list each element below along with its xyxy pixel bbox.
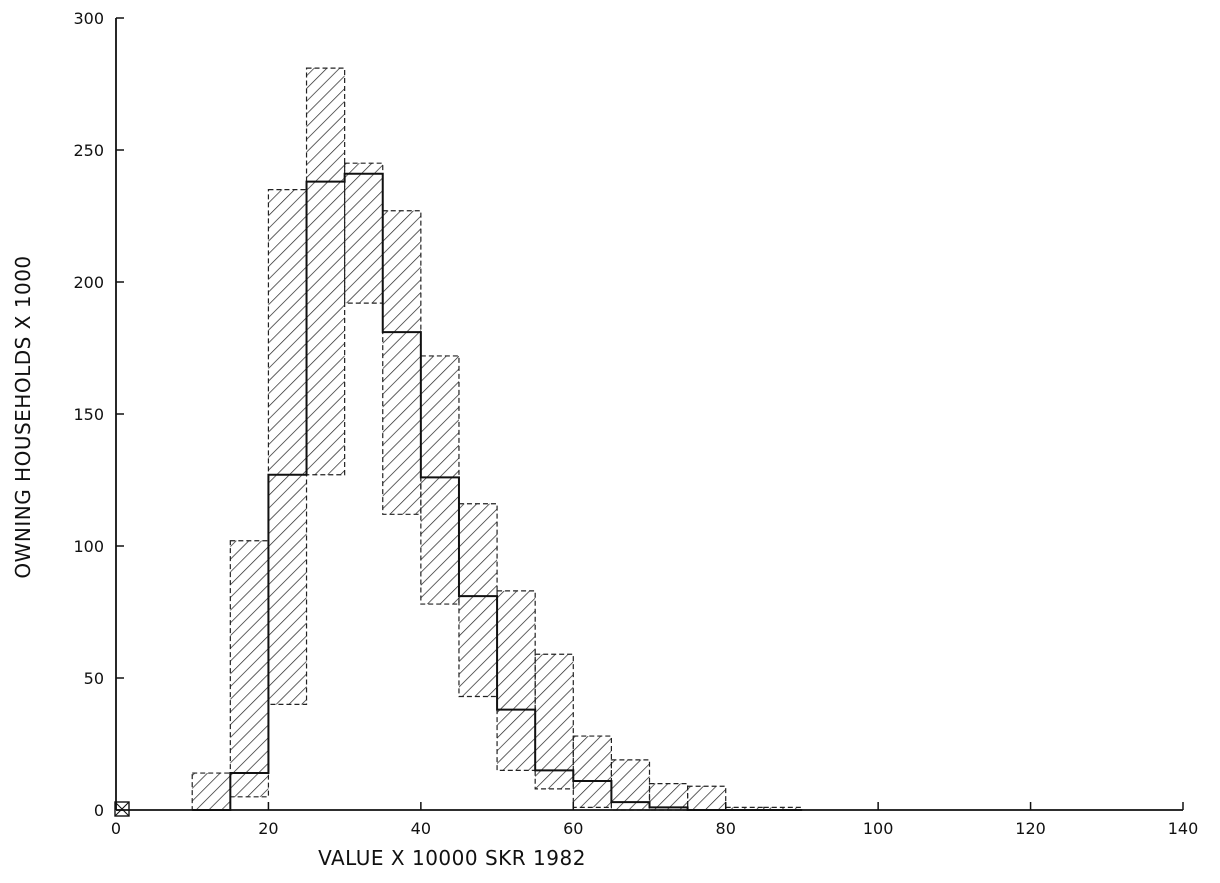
band-rect-4 [344,162,384,304]
band-rect-10 [572,735,612,808]
estimate-step-line [192,172,802,811]
estimate-step-path [192,172,802,811]
axes [115,17,1184,811]
y-tick-label-250: 250 [73,141,104,160]
band-rect-8 [496,590,536,772]
x-tick-label-60: 60 [563,819,583,838]
y-tick-label-50: 50 [84,669,104,688]
x-tick-label-40: 40 [411,819,431,838]
x-axis-title: VALUE X 10000 SKR 1982 [318,846,586,870]
y-tick-label-300: 300 [73,9,104,28]
x-tick-label-80: 80 [716,819,736,838]
band-rect-5 [382,210,422,515]
band-rect-12 [648,782,689,811]
x-tick-label-0: 0 [111,819,121,838]
band-rect-13 [687,785,727,811]
band-rect-2 [267,189,308,705]
band-rect-1 [229,540,270,798]
confidence-bands [191,67,803,811]
x-tick-label-140: 140 [1168,819,1199,838]
band-rect-9 [534,653,574,790]
band-rect-6 [420,355,460,605]
band-rect-7 [458,503,498,698]
y-tick-label-200: 200 [73,273,104,292]
tick-labels: 0 50 100 150 200 250 300 0 20 40 60 80 100 120 140 [73,9,1198,838]
zero-marker [114,801,130,817]
band-rect-3 [305,67,346,476]
x-tick-label-100: 100 [863,819,894,838]
y-axis-title: OWNING HOUSEHOLDS X 1000 [11,255,35,578]
x-tick-label-20: 20 [258,819,278,838]
y-tick-label-100: 100 [73,537,104,556]
band-rect-0 [191,772,231,811]
y-tick-label-150: 150 [73,405,104,424]
y-tick-label-0: 0 [94,801,104,820]
x-tick-label-120: 120 [1015,819,1046,838]
zero-marker-diag-2 [114,801,130,817]
